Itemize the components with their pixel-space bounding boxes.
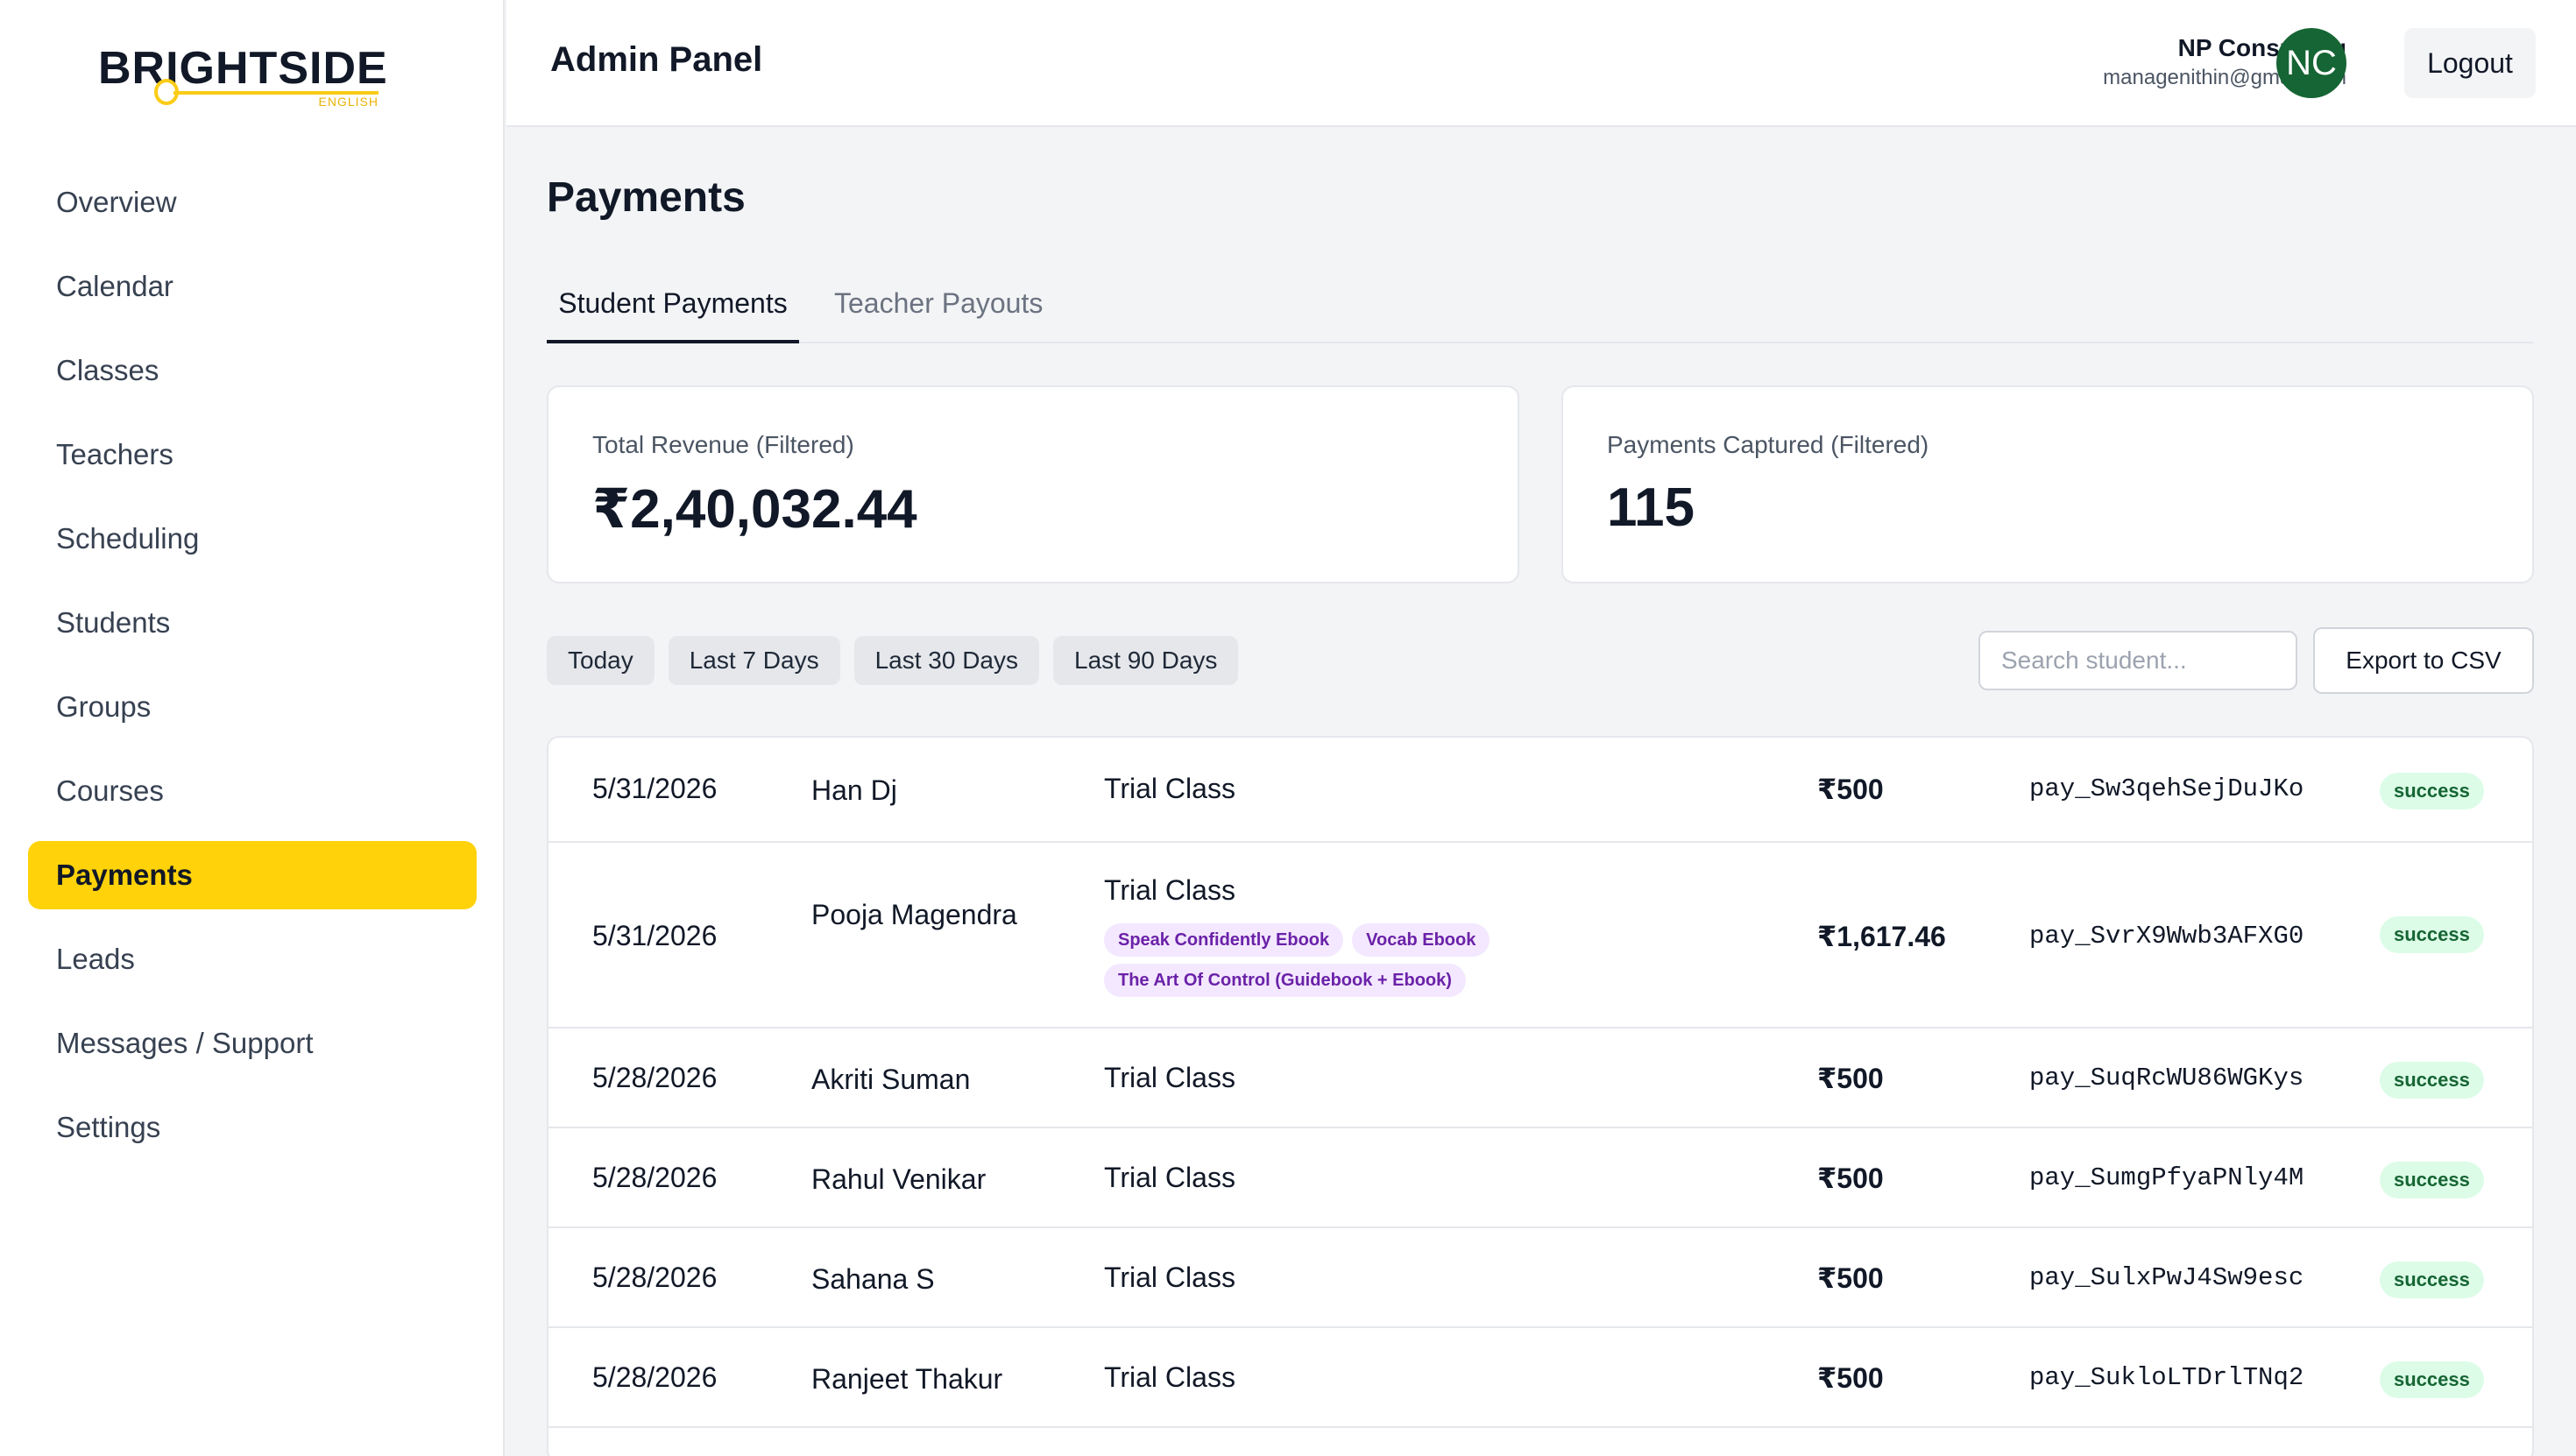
avatar[interactable]: NC [2276, 28, 2346, 98]
tab-bar: Student Payments Teacher Payouts [547, 279, 2534, 343]
filter-last-7-days-button[interactable]: Last 7 Days [668, 636, 840, 685]
top-header: Admin Panel NP Consulting managenithin@g… [506, 0, 2576, 127]
status-badge: success [2380, 916, 2484, 953]
sidebar-item-settings[interactable]: Settings [28, 1093, 477, 1162]
payment-id: pay_SukloLTDrlTNq2 [2029, 1363, 2304, 1392]
stat-value: ₹2,40,032.44 [592, 479, 917, 540]
status-badge: success [2380, 1062, 2484, 1099]
payment-item: Trial Class [1104, 1062, 1235, 1093]
sidebar-item-label: Messages / Support [56, 1027, 314, 1059]
export-csv-button[interactable]: Export to CSV [2313, 627, 2534, 694]
payments-captured-card: Payments Captured (Filtered) 115 [1561, 385, 2534, 583]
search-input[interactable] [1978, 631, 2297, 690]
payment-id: pay_Sw3qehSejDuJKo [2029, 774, 2304, 803]
sidebar-item-label: Students [56, 606, 171, 639]
payment-amount: ₹500 [1817, 1163, 1884, 1194]
sidebar-item-label: Leads [56, 943, 135, 975]
payment-date: 5/28/2026 [592, 1361, 718, 1393]
brand-sub: ENGLISH [318, 95, 379, 109]
brand-name: BRIGHTSIDE [98, 43, 388, 94]
payment-item: Trial Class [1104, 1162, 1235, 1193]
table-row[interactable]: 5/31/2026 Pooja Magendra Trial Class Spe… [548, 843, 2532, 1028]
product-tag: Speak Confidently Ebook [1104, 923, 1344, 957]
sidebar-item-classes[interactable]: Classes [28, 336, 477, 405]
status-badge: success [2380, 1361, 2484, 1398]
filter-last-90-days-button[interactable]: Last 90 Days [1053, 636, 1239, 685]
sidebar-item-label: Groups [56, 690, 152, 723]
sidebar-item-leads[interactable]: Leads [28, 925, 477, 993]
sidebar-item-groups[interactable]: Groups [28, 673, 477, 741]
payment-item: Trial Class [1104, 773, 1235, 804]
payment-id: pay_SuqRcWU86WGKys [2029, 1064, 2304, 1092]
logo-underline [173, 91, 379, 95]
table-row[interactable]: 5/28/2026 Ranjeet Thakur Trial Class ₹50… [548, 1328, 2532, 1428]
sidebar-item-courses[interactable]: Courses [28, 757, 477, 825]
tab-teacher-payouts[interactable]: Teacher Payouts [834, 287, 1044, 319]
payment-date: 5/28/2026 [592, 1262, 718, 1293]
stat-value: 115 [1607, 477, 1695, 538]
payment-id: pay_SumgPfyaPNly4M [2029, 1163, 2304, 1192]
payment-id: pay_SulxPwJ4Sw9esc [2029, 1263, 2304, 1292]
sidebar-item-teachers[interactable]: Teachers [28, 421, 477, 489]
student-name: Han Dj [811, 774, 897, 806]
sidebar-item-payments[interactable]: Payments [28, 841, 477, 909]
payment-amount: ₹1,617.46 [1817, 921, 1946, 952]
table-row[interactable]: 5/28/2026 Rahul Venikar Trial Class ₹500… [548, 1128, 2532, 1228]
sidebar-item-overview[interactable]: Overview [28, 168, 477, 237]
filter-today-button[interactable]: Today [547, 636, 655, 685]
product-tag: Vocab Ebook [1352, 923, 1490, 957]
payment-item: Trial Class [1104, 874, 1235, 906]
sidebar-item-label: Teachers [56, 438, 173, 470]
student-name: Sahana S [811, 1263, 935, 1295]
logout-button[interactable]: Logout [2404, 28, 2536, 98]
filter-last-30-days-button[interactable]: Last 30 Days [853, 636, 1039, 685]
sidebar-item-label: Courses [56, 774, 164, 807]
payment-amount: ₹500 [1817, 1063, 1884, 1094]
payment-date: 5/28/2026 [592, 1062, 718, 1093]
student-name: Ranjeet Thakur [811, 1363, 1003, 1395]
payment-item: Trial Class [1104, 1262, 1235, 1293]
student-name: Rahul Venikar [811, 1163, 987, 1195]
page-title: Payments [547, 174, 746, 221]
student-name: Pooja Magendra [811, 899, 1017, 930]
payment-item: Trial Class [1104, 1361, 1235, 1393]
sidebar-item-students[interactable]: Students [28, 589, 477, 657]
total-revenue-card: Total Revenue (Filtered) ₹2,40,032.44 [547, 385, 1519, 583]
sidebar-item-label: Overview [56, 186, 177, 218]
status-badge: success [2380, 1262, 2484, 1298]
table-row[interactable]: 5/28/2026 Akriti Suman Trial Class ₹500 … [548, 1028, 2532, 1128]
sidebar-item-messages-support[interactable]: Messages / Support [28, 1009, 477, 1078]
product-tags: Speak Confidently Ebook Vocab Ebook The … [1104, 923, 1560, 997]
sidebar: BRIGHTSIDE ENGLISH Overview Calendar Cla… [0, 0, 505, 1456]
payment-date: 5/31/2026 [592, 773, 718, 804]
sidebar-item-label: Classes [56, 354, 159, 386]
tab-student-payments[interactable]: Student Payments [547, 279, 799, 343]
table-row[interactable]: 5/31/2026 Han Dj Trial Class ₹500 pay_Sw… [548, 738, 2532, 843]
sidebar-item-label: Calendar [56, 270, 173, 302]
date-filter-group: Today Last 7 Days Last 30 Days Last 90 D… [547, 636, 1239, 685]
student-name: Akriti Suman [811, 1064, 971, 1095]
payment-amount: ₹500 [1817, 1362, 1884, 1394]
header-title: Admin Panel [550, 40, 763, 79]
payment-amount: ₹500 [1817, 1262, 1884, 1294]
brand-logo[interactable]: BRIGHTSIDE ENGLISH [98, 44, 387, 109]
sidebar-nav: Overview Calendar Classes Teachers Sched… [28, 168, 477, 1177]
sidebar-item-scheduling[interactable]: Scheduling [28, 505, 477, 573]
sidebar-item-label: Scheduling [56, 522, 200, 555]
table-row[interactable]: 5/28/2026 Sahana S Trial Class ₹500 pay_… [548, 1228, 2532, 1328]
product-tag: The Art Of Control (Guidebook + Ebook) [1104, 964, 1466, 997]
status-badge: success [2380, 1162, 2484, 1198]
sidebar-item-label: Payments [56, 859, 193, 891]
payments-table: 5/31/2026 Han Dj Trial Class ₹500 pay_Sw… [547, 736, 2534, 1456]
stat-label: Total Revenue (Filtered) [592, 431, 854, 458]
payment-date: 5/31/2026 [592, 920, 718, 951]
payment-date: 5/28/2026 [592, 1162, 718, 1193]
payment-id: pay_SvrX9Wwb3AFXG0 [2029, 922, 2304, 951]
sidebar-item-label: Settings [56, 1111, 161, 1143]
payment-amount: ₹500 [1817, 774, 1884, 805]
sidebar-item-calendar[interactable]: Calendar [28, 252, 477, 321]
status-badge: success [2380, 773, 2484, 809]
stat-label: Payments Captured (Filtered) [1607, 431, 1929, 458]
